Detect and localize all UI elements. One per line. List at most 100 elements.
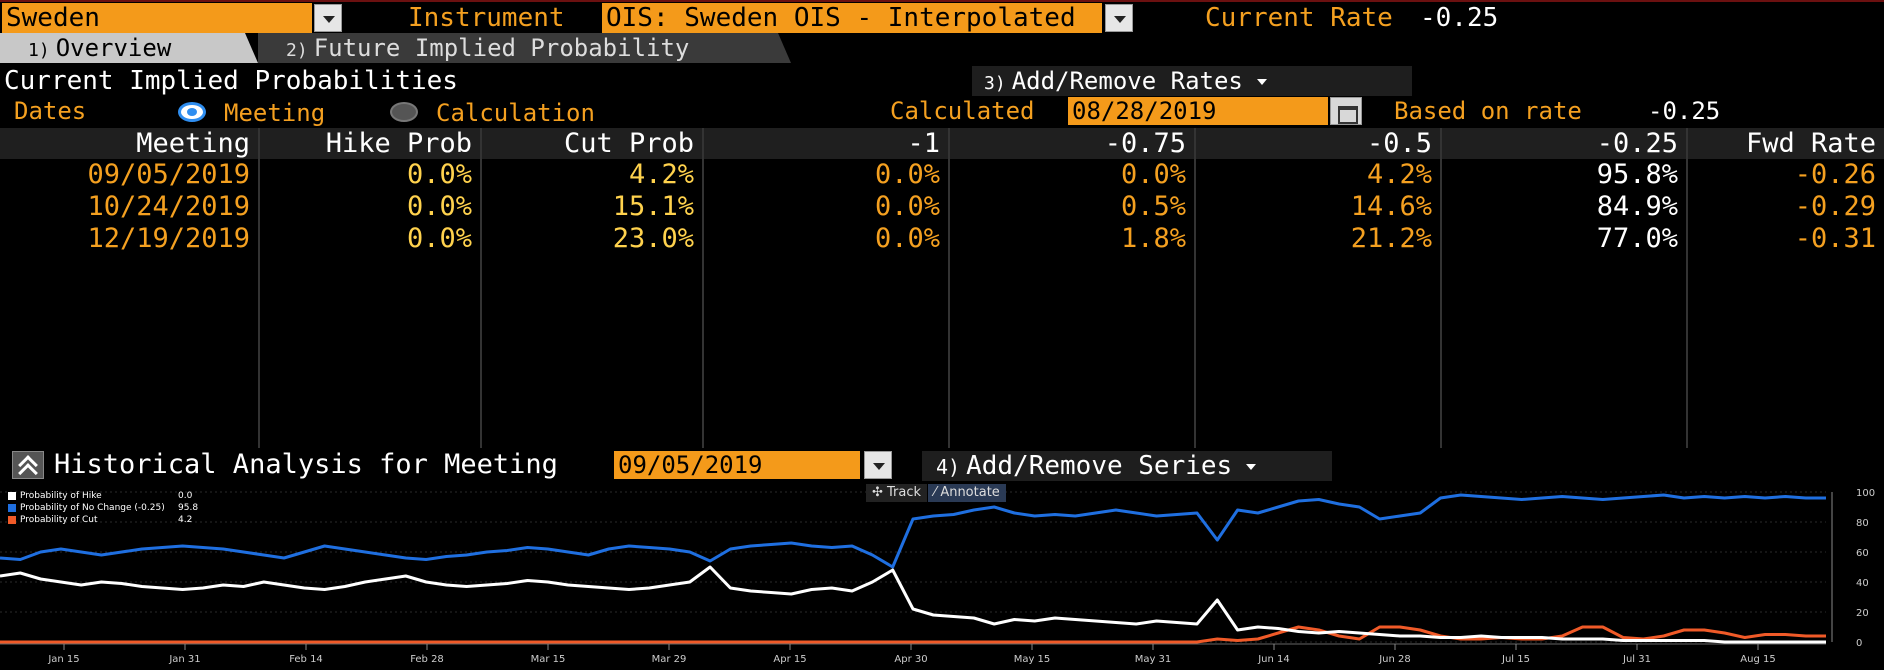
annotate-button[interactable]: ⁄ Annotate bbox=[928, 484, 1006, 502]
cell-rate-prob: 0.5% bbox=[1120, 191, 1186, 222]
x-tick-label: Jul 31 bbox=[1622, 654, 1651, 665]
column-rate-minus-0-5: -0.5 4.2% 14.6% 21.2% bbox=[1196, 128, 1442, 448]
chart-canvas[interactable]: 0 20 40 60 80 100 Jan 15 Jan 31 Feb 14 Feb 28 Mar … bbox=[0, 484, 1884, 670]
calculated-label: Calculated bbox=[890, 97, 1035, 125]
column-cut-prob: Cut Prob 4.2% 15.1% 23.0% bbox=[482, 128, 704, 448]
header-fwd-rate[interactable]: Fwd Rate bbox=[1688, 128, 1884, 159]
cell-rate-prob: 77.0% bbox=[1596, 223, 1678, 254]
tab-label: Future Implied Probability bbox=[313, 34, 690, 62]
cell-cut-prob: 15.1% bbox=[612, 191, 694, 222]
add-remove-rates-button[interactable]: 3) Add/Remove Rates bbox=[972, 66, 1412, 96]
tab-future-implied-probability[interactable]: 2) Future Implied Probability bbox=[258, 33, 791, 63]
header-rate-minus-1[interactable]: -1 bbox=[704, 128, 948, 159]
calculation-radio-label[interactable]: Calculation bbox=[436, 99, 595, 127]
x-tick-label: Jun 28 bbox=[1378, 654, 1411, 665]
cell-rate-prob: 1.8% bbox=[1120, 223, 1186, 254]
meeting-dropdown-button[interactable] bbox=[864, 451, 892, 479]
x-tick-label: Apr 15 bbox=[773, 654, 806, 665]
collapse-button[interactable] bbox=[12, 451, 44, 483]
header-rate-minus-0-75[interactable]: -0.75 bbox=[950, 128, 1194, 159]
y-tick-label: 20 bbox=[1856, 608, 1869, 619]
legend-swatch bbox=[8, 515, 16, 524]
header-meeting[interactable]: Meeting bbox=[0, 128, 258, 159]
y-tick-label: 0 bbox=[1856, 638, 1862, 649]
y-tick-label: 60 bbox=[1856, 548, 1869, 559]
section-header: Current Implied Probabilities 3) Add/Remo… bbox=[0, 66, 1884, 96]
meeting-radio-label[interactable]: Meeting bbox=[224, 99, 326, 127]
button-number: 3) bbox=[984, 73, 1006, 94]
meeting-radio[interactable] bbox=[178, 102, 206, 122]
tab-overview[interactable]: 1) Overview bbox=[0, 33, 258, 63]
y-tick-label: 40 bbox=[1856, 578, 1869, 589]
legend-label: Probability of No Change (-0.25) bbox=[20, 503, 165, 513]
header-rate-minus-0-25[interactable]: -0.25 bbox=[1442, 128, 1686, 159]
crosshair-icon: ✣ bbox=[872, 485, 888, 500]
country-dropdown-button[interactable] bbox=[314, 4, 342, 32]
calculated-date-input[interactable]: 08/28/2019 bbox=[1068, 97, 1328, 125]
pencil-icon: ⁄ bbox=[934, 485, 941, 500]
cell-rate-prob: 14.6% bbox=[1350, 191, 1432, 222]
x-tick-label: May 31 bbox=[1135, 654, 1172, 665]
historical-analysis-header: Historical Analysis for Meeting 09/05/20… bbox=[0, 449, 1884, 483]
cell-rate-prob: 0.0% bbox=[1120, 159, 1186, 190]
column-hike-prob: Hike Prob 0.0% 0.0% 0.0% bbox=[260, 128, 482, 448]
instrument-select[interactable]: OIS: Sweden OIS - Interpolated bbox=[602, 3, 1102, 33]
legend-value: 95.8 bbox=[178, 503, 199, 513]
cell-fwd-rate: -0.31 bbox=[1794, 223, 1876, 254]
legend-swatch bbox=[8, 491, 16, 500]
cell-hike-prob: 0.0% bbox=[406, 223, 472, 254]
track-label: Track bbox=[887, 485, 922, 500]
column-rate-minus-0-75: -0.75 0.0% 0.5% 1.8% bbox=[950, 128, 1196, 448]
cell-cut-prob: 4.2% bbox=[628, 159, 694, 190]
cell-meeting[interactable]: 12/19/2019 bbox=[87, 223, 250, 254]
column-fwd-rate: Fwd Rate -0.26 -0.29 -0.31 bbox=[1688, 128, 1884, 448]
calendar-icon[interactable] bbox=[1330, 97, 1362, 125]
dates-label: Dates bbox=[14, 97, 87, 125]
x-tick-label: Mar 15 bbox=[531, 654, 566, 665]
cell-meeting[interactable]: 10/24/2019 bbox=[87, 191, 250, 222]
chart-legend: Probability of Hike 0.0 Probability of No… bbox=[8, 490, 198, 526]
add-remove-series-button[interactable]: 4) Add/Remove Series bbox=[922, 451, 1332, 481]
x-tick-label: Apr 30 bbox=[894, 654, 927, 665]
tab-label: Overview bbox=[55, 34, 172, 62]
cell-rate-prob: 84.9% bbox=[1596, 191, 1678, 222]
tab-bar: 1) Overview 2) Future Implied Probability bbox=[0, 33, 1884, 63]
series-line bbox=[0, 493, 1826, 569]
dates-row: Dates Meeting Calculation Calculated 08/… bbox=[0, 96, 1884, 128]
button-number: 4) bbox=[936, 455, 961, 479]
y-tick-label: 80 bbox=[1856, 518, 1869, 529]
header-rate-minus-0-5[interactable]: -0.5 bbox=[1196, 128, 1440, 159]
x-tick-label: Mar 29 bbox=[652, 654, 687, 665]
y-tick-label: 100 bbox=[1856, 488, 1875, 499]
x-tick-label: Aug 15 bbox=[1740, 654, 1775, 665]
chevron-down-icon bbox=[1246, 463, 1257, 470]
x-tick-label: Jan 31 bbox=[168, 654, 200, 665]
based-on-rate-label: Based on rate bbox=[1394, 97, 1582, 125]
current-rate-label: Current Rate bbox=[1205, 3, 1393, 33]
probability-table: Meeting 09/05/2019 10/24/2019 12/19/2019… bbox=[0, 128, 1884, 448]
button-label: Add/Remove Series bbox=[966, 451, 1233, 481]
column-rate-minus-1: -1 0.0% 0.0% 0.0% bbox=[704, 128, 950, 448]
legend-swatch bbox=[8, 503, 16, 512]
based-on-rate-value: -0.25 bbox=[1648, 97, 1721, 125]
cell-fwd-rate: -0.26 bbox=[1794, 159, 1876, 190]
instrument-dropdown-button[interactable] bbox=[1105, 4, 1133, 32]
legend-cut: Probability of Cut 4.2 bbox=[8, 514, 192, 526]
x-tick-label: Feb 28 bbox=[410, 654, 444, 665]
track-button[interactable]: ✣ Track bbox=[866, 484, 928, 502]
legend-label: Probability of Cut bbox=[20, 515, 98, 525]
x-tick-label: Jun 14 bbox=[1257, 654, 1290, 665]
x-tick-label: Jul 15 bbox=[1501, 654, 1530, 665]
country-select[interactable]: Sweden bbox=[2, 3, 312, 33]
annotate-label: Annotate bbox=[940, 485, 1000, 500]
cell-rate-prob: 95.8% bbox=[1596, 159, 1678, 190]
meeting-select[interactable]: 09/05/2019 bbox=[614, 451, 860, 479]
cell-meeting[interactable]: 09/05/2019 bbox=[87, 159, 250, 190]
legend-hike: Probability of Hike 0.0 bbox=[8, 490, 192, 502]
tab-number: 2) bbox=[286, 40, 308, 61]
calculation-radio[interactable] bbox=[390, 102, 418, 122]
cell-rate-prob: 0.0% bbox=[874, 191, 940, 222]
x-tick-label: Jan 15 bbox=[47, 654, 79, 665]
header-cut-prob[interactable]: Cut Prob bbox=[482, 128, 702, 159]
header-hike-prob[interactable]: Hike Prob bbox=[260, 128, 480, 159]
